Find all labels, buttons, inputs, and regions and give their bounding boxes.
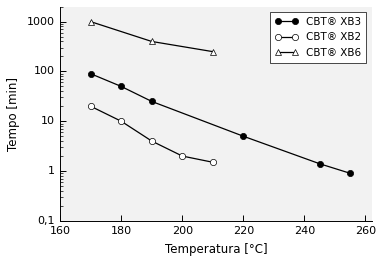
- CBT® XB2: [119, 120, 124, 123]
- CBT® XB6: [211, 50, 215, 53]
- Line: CBT® XB2: CBT® XB2: [88, 103, 216, 165]
- CBT® XB6: [88, 20, 93, 23]
- CBT® XB3: [348, 172, 352, 175]
- Line: CBT® XB6: CBT® XB6: [88, 18, 216, 55]
- X-axis label: Temperatura [°C]: Temperatura [°C]: [165, 243, 267, 256]
- CBT® XB3: [241, 135, 246, 138]
- CBT® XB3: [318, 162, 322, 165]
- CBT® XB2: [149, 139, 154, 143]
- CBT® XB3: [119, 85, 124, 88]
- CBT® XB2: [211, 161, 215, 164]
- CBT® XB2: [88, 105, 93, 108]
- CBT® XB6: [149, 40, 154, 43]
- Legend: CBT® XB3, CBT® XB2, CBT® XB6: CBT® XB3, CBT® XB2, CBT® XB6: [270, 12, 367, 63]
- Y-axis label: Tempo [min]: Tempo [min]: [7, 77, 20, 151]
- CBT® XB2: [180, 154, 185, 158]
- CBT® XB3: [88, 72, 93, 75]
- Line: CBT® XB3: CBT® XB3: [88, 70, 354, 176]
- CBT® XB3: [149, 100, 154, 103]
